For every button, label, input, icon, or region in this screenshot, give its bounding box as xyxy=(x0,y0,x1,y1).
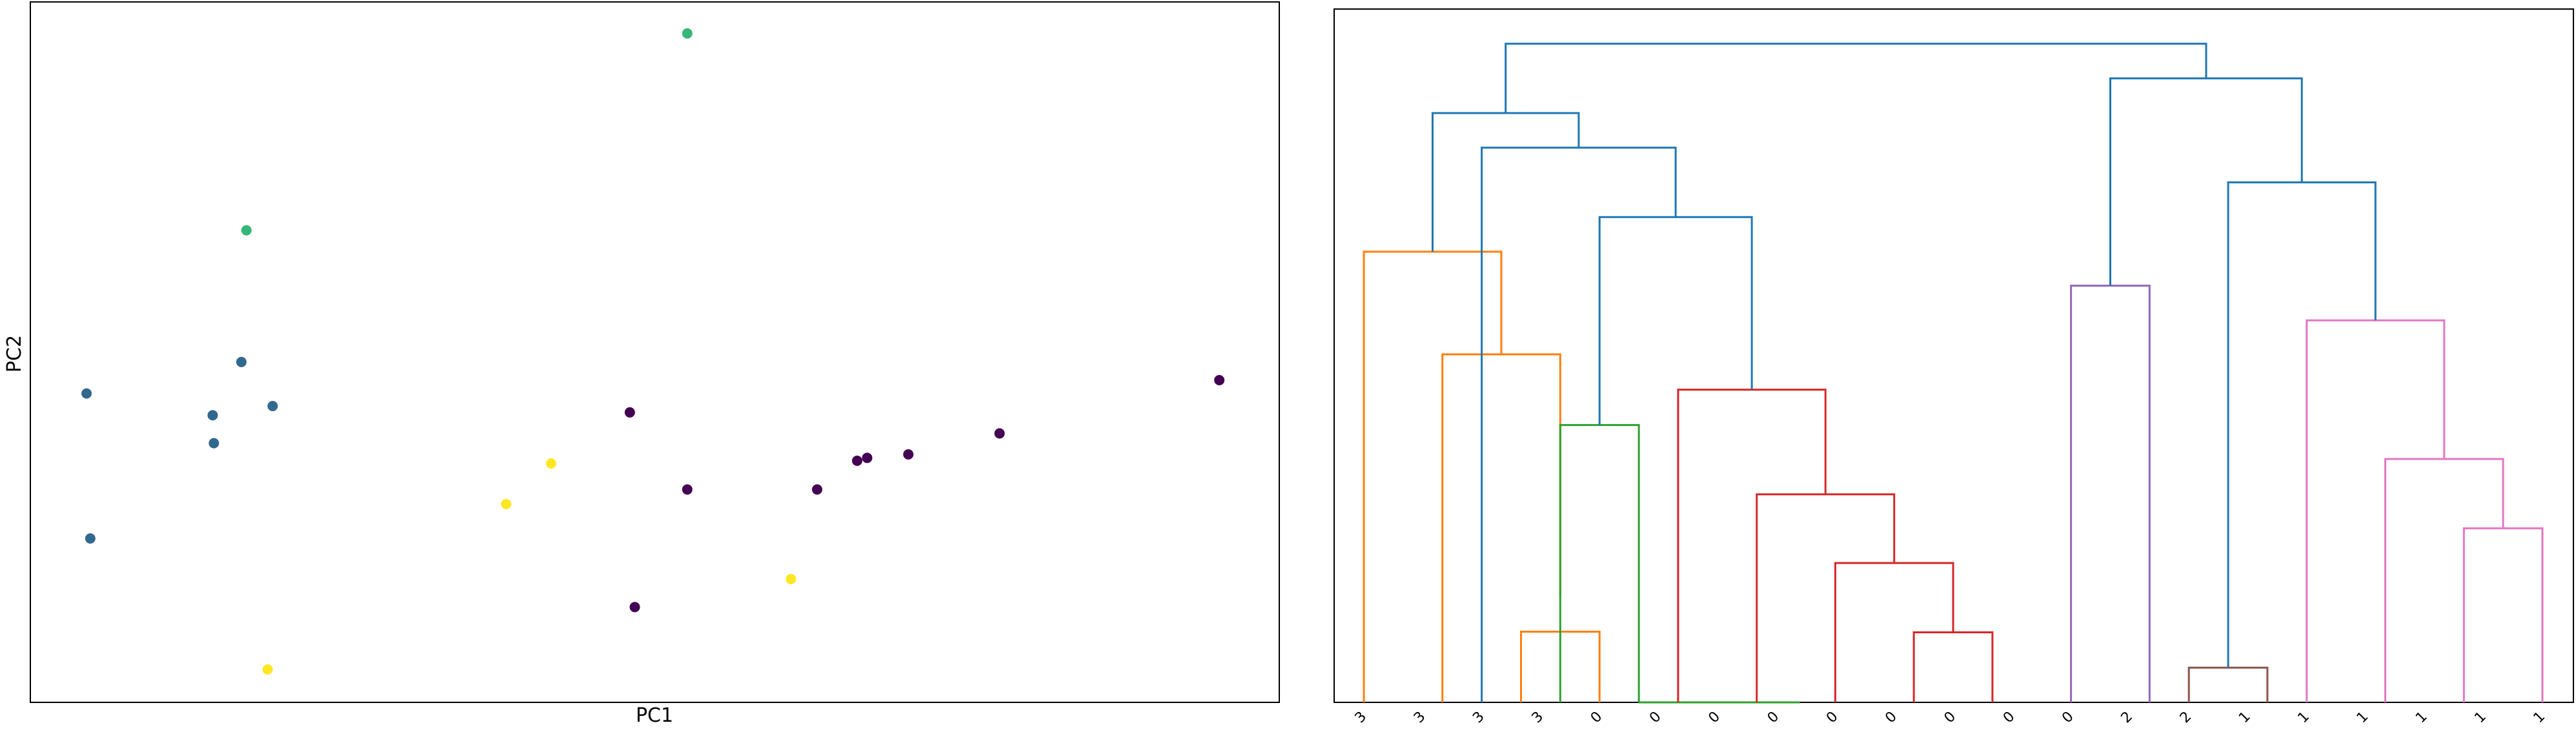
scatter-point-11 xyxy=(903,449,914,460)
scatter-axes-frame xyxy=(30,1,1280,703)
dendrogram-link-6 xyxy=(1756,493,1896,702)
scatter-point-4 xyxy=(267,401,278,411)
scatter-point-15 xyxy=(812,484,822,495)
dendrogram-link-3 xyxy=(1363,250,1503,702)
scatter-point-0 xyxy=(682,28,693,39)
dendrogram-link-13 xyxy=(2306,319,2446,702)
scatter-point-1 xyxy=(241,225,252,236)
dendrogram-leaf-label-1: 3 xyxy=(1411,709,1429,727)
dendrogram-leaf-label-12: 0 xyxy=(2059,709,2077,727)
scatter-point-3 xyxy=(81,388,92,399)
dendrogram-leaf-label-5: 0 xyxy=(1647,709,1665,727)
scatter-points-group xyxy=(81,28,1225,675)
dendrogram-link-2 xyxy=(1441,353,1561,702)
scatter-point-7 xyxy=(85,533,96,544)
dendrogram-leaf-label-16: 1 xyxy=(2295,709,2313,727)
dendrogram-chart: 3 3 3 3 0 0 0 0 0 0 0 0 0 2 2 1 1 1 1 1 1 xyxy=(1334,8,2574,727)
pca-scatter-chart: PC1 PC2 xyxy=(3,1,1280,727)
dendrogram-leaf-label-9: 0 xyxy=(1882,709,1900,727)
scatter-point-6 xyxy=(208,438,219,449)
dendrogram-leaf-label-8: 0 xyxy=(1823,709,1841,727)
scatter-point-9 xyxy=(624,407,635,418)
scatter-point-8 xyxy=(1214,374,1225,385)
dendrogram-link-19 xyxy=(1505,43,2207,114)
scatter-point-5 xyxy=(207,410,218,421)
dendrogram-link-14 xyxy=(1598,216,1753,425)
dendrogram-link-9 xyxy=(2070,285,2151,702)
dendrogram-leaf-label-11: 0 xyxy=(2000,709,2018,727)
dendrogram-leaf-label-10: 0 xyxy=(1942,709,1960,727)
scatter-x-axis-label: PC1 xyxy=(636,704,673,727)
scatter-point-12 xyxy=(862,453,873,464)
scatter-point-19 xyxy=(786,574,796,584)
dendrogram-leaf-label-13: 2 xyxy=(2118,709,2136,727)
dendrogram-link-10 xyxy=(2187,666,2269,702)
dendrogram-leaf-label-4: 0 xyxy=(1588,709,1606,727)
dendrogram-leaf-label-20: 1 xyxy=(2531,709,2549,727)
scatter-point-2 xyxy=(236,356,247,367)
dendrogram-link-7 xyxy=(1677,389,1827,702)
dendrogram-leaf-label-19: 1 xyxy=(2471,709,2490,727)
dendrogram-leaf-label-17: 1 xyxy=(2354,709,2372,727)
dendrogram-link-12 xyxy=(2384,458,2504,702)
dendrogram-leaf-label-2: 3 xyxy=(1470,709,1488,727)
scatter-point-17 xyxy=(545,458,556,469)
dendrogram-leaf-labels-group: 3 3 3 3 0 0 0 0 0 0 0 0 0 2 2 1 1 1 1 1 1 xyxy=(1352,709,2549,727)
dendrogram-leaf-label-6: 0 xyxy=(1705,709,1723,727)
dendrogram-link-17 xyxy=(2227,181,2377,668)
scatter-point-10 xyxy=(994,428,1005,439)
dendrogram-leaf-label-3: 3 xyxy=(1529,709,1547,727)
scatter-point-20 xyxy=(262,664,273,675)
dendrogram-links-group xyxy=(1363,43,2544,704)
scatter-point-18 xyxy=(501,498,512,509)
dendrogram-leaf-label-7: 0 xyxy=(1765,709,1783,727)
dendrogram-leaf-label-18: 1 xyxy=(2413,709,2431,727)
dendrogram-link-11 xyxy=(2462,527,2544,702)
scatter-point-16 xyxy=(629,602,640,613)
dendrogram-axes-frame xyxy=(1334,8,2574,703)
scatter-point-14 xyxy=(682,484,693,495)
scatter-y-axis-label: PC2 xyxy=(3,335,26,372)
dendrogram-leaf-label-15: 1 xyxy=(2236,709,2254,727)
dendrogram-link-16 xyxy=(1432,112,1580,252)
scatter-point-13 xyxy=(852,455,862,466)
dendrogram-leaf-label-0: 3 xyxy=(1352,709,1370,727)
dendrogram-leaf-label-14: 2 xyxy=(2177,709,2195,727)
dendrogram-link-4 xyxy=(1912,631,1994,702)
